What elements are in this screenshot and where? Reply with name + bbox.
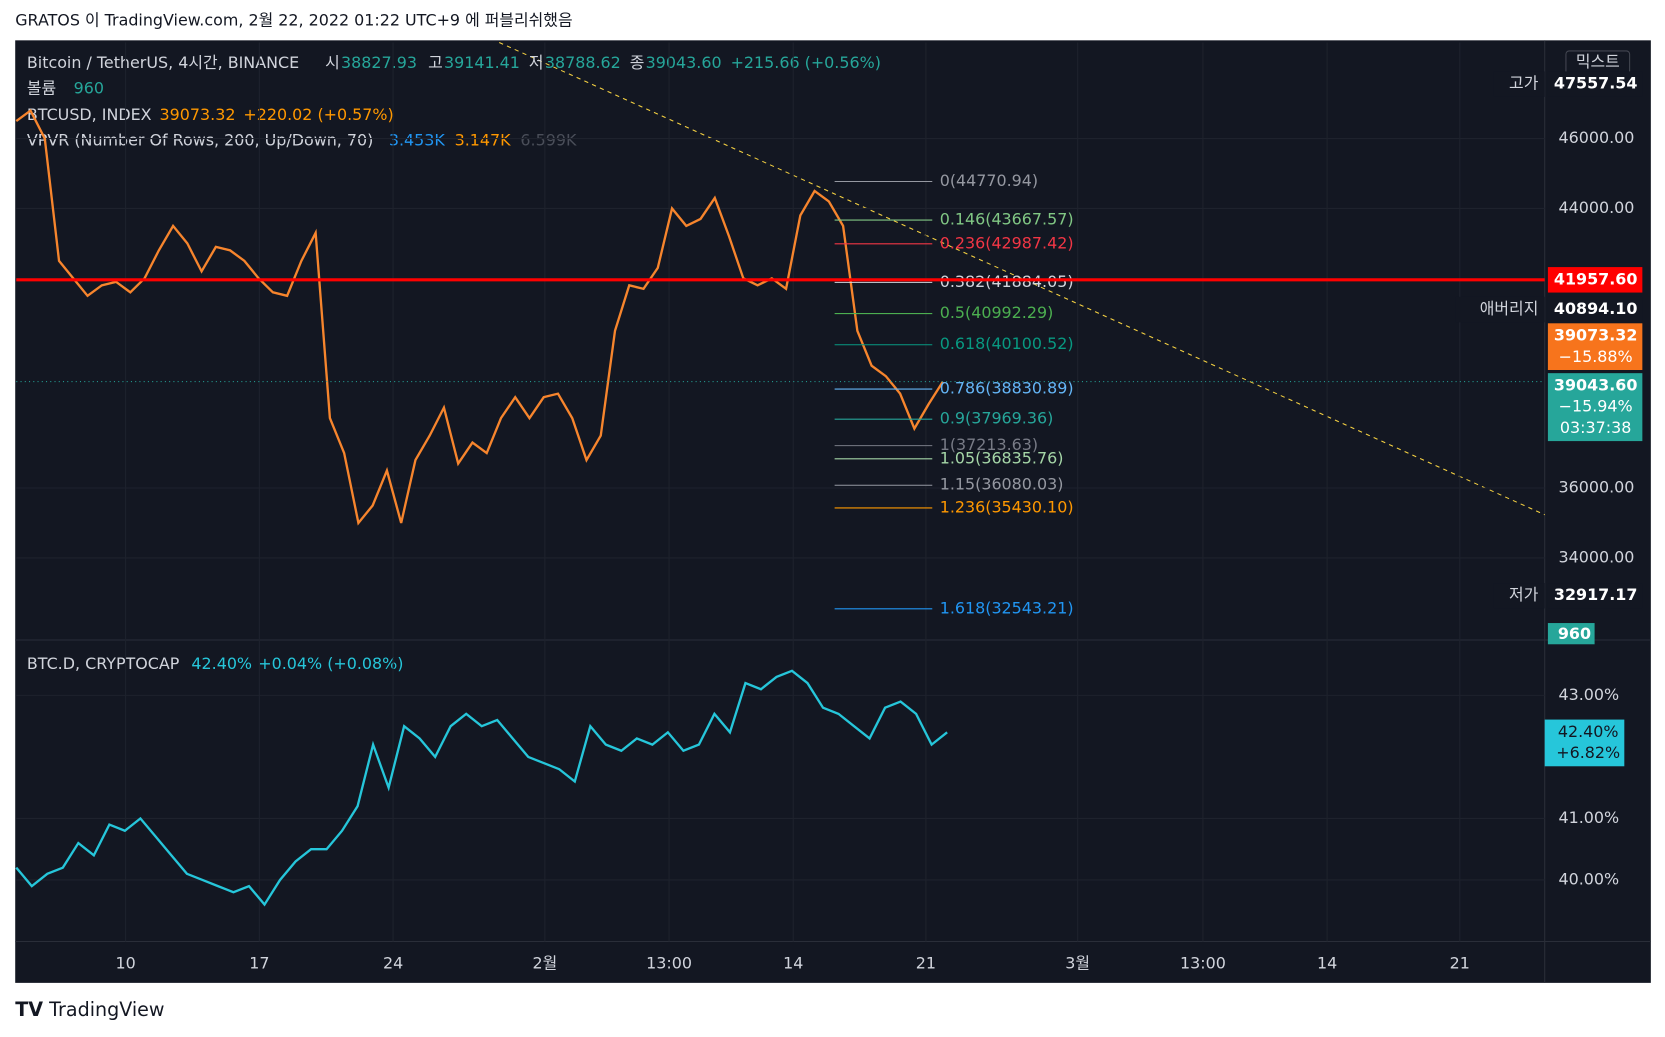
- change: +215.66 (+0.56%): [731, 53, 881, 72]
- series-line: [15, 669, 948, 907]
- index-price: 39073.32: [160, 105, 236, 124]
- price-badge-value: 39043.60: [1554, 375, 1638, 394]
- ohlc-value: 38827.93: [341, 53, 417, 72]
- fib-label: 0.146(43667.57): [940, 210, 1074, 229]
- price-badge-change: −15.88%: [1559, 347, 1633, 366]
- price-badge-timer: 03:37:38: [1560, 418, 1631, 437]
- y-tick-label: 44000.00: [1559, 198, 1635, 217]
- volume-badge-box: [1547, 623, 1595, 645]
- dominance-last: 42.40%: [191, 654, 252, 673]
- vpvr-down: 3.147K: [455, 131, 512, 150]
- x-tick-label: 13:00: [646, 953, 692, 972]
- price-badge-value: 47557.54: [1554, 74, 1638, 93]
- badge-caption-box: [1493, 71, 1545, 97]
- ohlc-key: 고: [428, 53, 443, 72]
- x-tick-label: 2월: [532, 953, 557, 972]
- scale-mode[interactable]: 믹스트: [1576, 52, 1620, 71]
- x-tick-label: 14: [1317, 953, 1337, 972]
- y-tick-label: 34000.00: [1559, 547, 1635, 566]
- vpvr-total: 6.599K: [520, 131, 577, 150]
- fib-label: 1.15(36080.03): [940, 475, 1064, 494]
- y-tick-label: 40.00%: [1559, 869, 1620, 888]
- price-badge: [1547, 71, 1643, 97]
- fib-label: 0.9(37969.36): [940, 409, 1054, 428]
- fib-label: 1(37213.63): [940, 435, 1038, 454]
- x-tick-label: 13:00: [1180, 953, 1226, 972]
- badge-caption: 고가: [1509, 74, 1539, 93]
- fib-label: 0.236(42987.42): [940, 233, 1074, 252]
- x-tick-label: 10: [115, 953, 135, 972]
- dominance-change: +0.04% (+0.08%): [258, 654, 403, 673]
- x-tick-label: 21: [916, 953, 936, 972]
- badge-caption-box: [1493, 583, 1545, 609]
- vpvr-up: 3.453K: [389, 131, 446, 150]
- index: BTCUSD, INDEX: [27, 105, 152, 124]
- publish-note: GRATOS 이 TradingView.com, 2월 22, 2022 01…: [15, 11, 572, 30]
- price-badge: [1547, 373, 1643, 442]
- x-tick-label: 3월: [1065, 953, 1090, 972]
- volume-label: 볼륨: [27, 79, 56, 98]
- fib-label: 1.618(32543.21): [940, 598, 1074, 617]
- price-badge: [1547, 296, 1643, 323]
- fib-label: 0(44770.94): [940, 171, 1038, 190]
- x-tick-label: 14: [783, 953, 803, 972]
- index-change: +220.02 (+0.57%): [243, 105, 393, 124]
- fib-label: 0.5(40992.29): [940, 303, 1054, 322]
- ohlc-key: 저: [529, 53, 544, 72]
- ohlc-key: 시: [325, 53, 340, 72]
- x-tick-label: 21: [1450, 953, 1470, 972]
- ohlc-value: 39043.60: [646, 53, 722, 72]
- fib-label: 1.05(36835.76): [940, 448, 1064, 467]
- dominance-badge-value: 42.40%: [1558, 722, 1619, 741]
- price-badge: [1547, 583, 1643, 609]
- ohlc-key: 종: [630, 53, 645, 72]
- volume: 960: [74, 79, 104, 98]
- y-tick-label: 36000.00: [1559, 478, 1635, 497]
- chart-area: [15, 40, 1651, 983]
- price-badge-value: 41957.60: [1554, 269, 1638, 288]
- dominance-title: BTC.D, CRYPTOCAP: [27, 654, 180, 673]
- price-badge-value: 39073.32: [1554, 326, 1638, 345]
- fib-label: 0.618(40100.52): [940, 334, 1074, 353]
- price-badge-value: 40894.10: [1554, 299, 1638, 318]
- y-tick-label: 41.00%: [1559, 808, 1620, 827]
- y-tick-label: 43.00%: [1559, 685, 1620, 704]
- badge-caption: 애버리지: [1480, 299, 1539, 318]
- badge-caption: 저가: [1509, 585, 1539, 604]
- dominance-badge-change: +6.82%: [1556, 743, 1620, 762]
- fib-label: 0.786(38830.89): [940, 379, 1074, 398]
- ohlc-value: 39141.41: [444, 53, 520, 72]
- price-badge: [1547, 267, 1643, 293]
- series-line: [15, 108, 944, 526]
- brand: TradingView: [48, 998, 164, 1021]
- ohlc-value: 38788.62: [545, 53, 621, 72]
- price-badge-value: 32917.17: [1554, 585, 1638, 604]
- x-tick-label: 17: [249, 953, 269, 972]
- vpvr: VPVR (Number Of Rows, 200, Up/Down, 70): [27, 131, 373, 150]
- dominance-badge: [1544, 719, 1625, 767]
- y-tick-label: 46000.00: [1559, 128, 1635, 147]
- symbol: Bitcoin / TetherUS, 4시간, BINANCE: [27, 53, 299, 72]
- volume-badge: 960: [1558, 624, 1591, 643]
- fib-label: 1.236(35430.10): [940, 497, 1074, 516]
- logo-mark: TV: [15, 998, 43, 1021]
- badge-caption-box: [1455, 296, 1545, 323]
- price-badge: [1547, 323, 1643, 371]
- x-tick-label: 24: [383, 953, 403, 972]
- price-badge-change: −15.94%: [1559, 397, 1633, 416]
